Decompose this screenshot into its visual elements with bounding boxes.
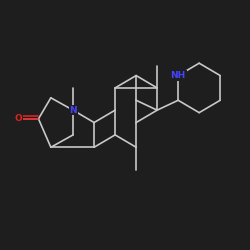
Text: O: O (15, 114, 22, 123)
Text: N: N (69, 106, 77, 115)
Text: NH: NH (170, 71, 186, 80)
